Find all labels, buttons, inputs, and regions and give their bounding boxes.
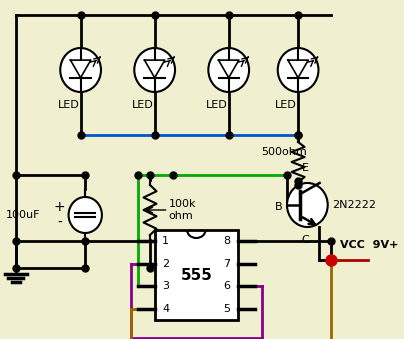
Text: 4: 4 (162, 304, 169, 314)
Text: 7: 7 (223, 259, 231, 269)
Circle shape (287, 183, 328, 227)
Text: E: E (302, 163, 309, 173)
Text: LED: LED (206, 100, 227, 110)
Text: 3: 3 (162, 281, 169, 291)
Text: 2N2222: 2N2222 (332, 200, 377, 210)
Circle shape (69, 197, 102, 233)
Text: 100k
ohm: 100k ohm (168, 199, 196, 221)
Text: 1: 1 (162, 236, 169, 246)
Text: 6: 6 (223, 281, 231, 291)
Circle shape (134, 48, 175, 92)
Text: +: + (53, 200, 65, 214)
Text: LED: LED (132, 100, 153, 110)
Text: 500ohm: 500ohm (261, 147, 307, 157)
Text: -: - (57, 216, 62, 230)
Text: 5: 5 (223, 304, 231, 314)
Circle shape (60, 48, 101, 92)
Text: C: C (302, 235, 309, 245)
Text: 8: 8 (223, 236, 231, 246)
Text: 2: 2 (162, 259, 169, 269)
Text: 100uF: 100uF (6, 210, 41, 220)
Circle shape (278, 48, 318, 92)
Text: B: B (275, 202, 282, 212)
Text: LED: LED (275, 100, 297, 110)
Text: VCC  9V+: VCC 9V+ (340, 240, 398, 250)
Bar (155, 230, 238, 320)
Circle shape (208, 48, 249, 92)
Text: LED: LED (57, 100, 79, 110)
Text: 555: 555 (180, 267, 212, 282)
